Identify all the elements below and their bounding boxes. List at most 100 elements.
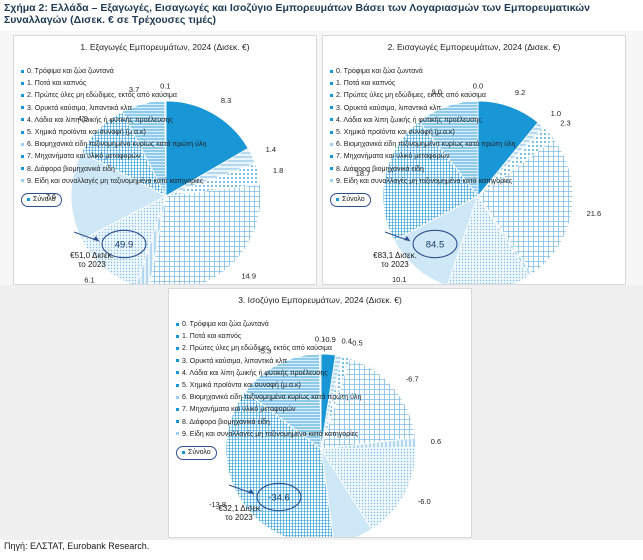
legend-item-9: 9. Είδη και συναλλαγές μη ταξινομημένα κ… — [330, 176, 515, 188]
legend-item-7: 7. Μηχανήματα και υλικό μεταφορών — [176, 404, 361, 416]
slice-value-label-5: -6.0 — [418, 497, 431, 506]
legend-label: 7. Μηχανήματα και υλικό μεταφορών — [182, 406, 296, 414]
pie-slice-7 — [225, 391, 334, 537]
slice-value-label-3: 21.6 — [587, 209, 602, 218]
total-ring — [412, 229, 458, 259]
balance-legend: 0. Τρόφιμα και ζώα ζωντανά 1. Ποτά και κα… — [176, 319, 361, 461]
exports-pie-chart: 8.31.41.814.91.16.17.64.93.70.149.9 — [46, 82, 283, 284]
legend-label: 9. Είδη και συναλλαγές μη ταξινομημένα κ… — [27, 177, 204, 185]
pie-slice-7 — [382, 120, 479, 242]
pie-slices — [225, 353, 417, 537]
legend-item-2: 2. Πρώτες ύλες μη εδώδιμες, εκτός από κα… — [21, 90, 206, 102]
balance-pie-chart: -0.90.4-0.5-6.70.6-6.0-2.5-13.8-5.30.1-3… — [209, 335, 441, 537]
legend-label: 2. Πρώτες ύλες μη εδώδιμες, εκτός από κα… — [336, 92, 486, 100]
exports-chart-title: 1. Εξαγωγές Εμπορευμάτων, 2024 (Δισεκ. €… — [80, 42, 250, 52]
legend-swatch — [27, 197, 30, 201]
imports-chart-panel: 2. Εισαγωγές Εμπορευμάτων, 2024 (Δισεκ. … — [322, 35, 626, 285]
legend-label: 0. Τρόφιμα και ζώα ζωντανά — [182, 321, 269, 328]
legend-item-6: 6. Βιομηχανικά είδη ταξινομημένα κυρίως … — [21, 139, 206, 151]
legend-item-4: 4. Λάδια και λίπη ζωικής ή φυτικής προέλ… — [330, 115, 515, 127]
legend-swatch — [330, 179, 333, 183]
legend-swatch — [330, 130, 333, 134]
pie-slice-6 — [70, 151, 167, 241]
slice-value-label-1: 1.0 — [551, 109, 561, 118]
legend-item-0: 0. Τρόφιμα και ζώα ζωντανά — [176, 319, 361, 331]
legend-swatch — [330, 167, 333, 171]
pie-slice-0 — [165, 100, 249, 197]
total-arrow-head — [404, 236, 410, 241]
legend-swatch — [21, 106, 24, 110]
slice-value-label-9: 0.0 — [473, 82, 483, 91]
slice-value-label-0: -0.9 — [323, 335, 336, 344]
figure-title: Σχήμα 2: Ελλάδα – Εξαγωγές, Εισαγωγές κα… — [4, 2, 590, 26]
legend-swatch — [176, 322, 179, 326]
legend-label: 5. Χημικά προϊόντα και συναφή (μ.α.κ) — [27, 128, 146, 136]
legend-item-7: 7. Μηχανήματα και υλικό μεταφορών — [21, 151, 206, 163]
legend-label: 0. Τρόφιμα και ζώα ζωντανά — [27, 68, 114, 75]
legend-item-total: Σύνολο — [21, 192, 62, 208]
imports-total-note: €83,1 Δισεκ. το 2023 — [355, 251, 435, 269]
legend-label: 4. Λάδια και λίπη ζωικής ή φυτικής προέλ… — [336, 116, 482, 124]
slice-value-label-8: 9.0 — [431, 88, 441, 97]
legend-swatch — [176, 347, 179, 351]
legend-swatch — [176, 432, 179, 436]
legend-label: 9. Είδη και συναλλαγές μη ταξινομημένα κ… — [182, 430, 359, 438]
pie-slice-9 — [318, 353, 322, 450]
legend-item-7: 7. Μηχανήματα και υλικό μεταφορών — [330, 151, 515, 163]
legend-swatch — [182, 450, 185, 454]
legend-swatch — [21, 154, 24, 158]
slice-value-label-8: -5.3 — [258, 346, 271, 355]
slice-value-label-0: 8.3 — [221, 96, 231, 105]
legend-swatch — [330, 69, 333, 73]
legend-item-total: Σύνολο — [330, 192, 371, 208]
slice-value-label-3: -6.7 — [406, 374, 419, 383]
legend-label: Σύνολο — [33, 195, 56, 203]
slice-value-label-6: 7.6 — [46, 192, 56, 201]
legend-label: 2. Πρώτες ύλες μη εδώδιμες, εκτός από κα… — [27, 92, 177, 100]
legend-swatch — [176, 334, 179, 338]
legend-item-3: 3. Ορυκτά καύσιμα, λιπαντικά κλπ — [176, 356, 361, 368]
legend-swatch — [21, 118, 24, 122]
slice-value-label-8: 3.7 — [129, 85, 139, 94]
total-value-label: 49.9 — [115, 240, 134, 251]
slice-value-label-5: 6.1 — [84, 275, 94, 284]
pie-slice-6 — [320, 448, 373, 537]
total-note-line2: το 2023 — [381, 260, 409, 269]
legend-label: 3. Ορυκτά καύσιμα, λιπαντικά κλπ — [336, 104, 442, 112]
slice-value-label-1: 0.4 — [342, 336, 352, 345]
slice-value-label-4: 0.5 — [539, 283, 549, 284]
legend-label: Σύνολο — [342, 195, 365, 203]
legend-swatch — [330, 118, 333, 122]
slice-value-label-7: -13.8 — [209, 500, 226, 509]
pie-slice-8 — [244, 353, 322, 450]
legend-label: 6. Βιομηχανικά είδη ταξινομημένα κυρίως … — [27, 141, 207, 149]
legend-swatch — [176, 420, 179, 424]
slice-value-label-2: -0.5 — [350, 338, 363, 347]
balance-chart-panel: 3. Ισοζύγιο Εμπορευμάτων, 2024 (Δισεκ. €… — [168, 288, 472, 538]
legend-item-0: 0. Τρόφιμα και ζώα ζωντανά — [330, 66, 515, 78]
slice-value-label-7: 4.9 — [78, 114, 88, 123]
legend-item-2: 2. Πρώτες ύλες μη εδώδιμες, εκτός από κα… — [176, 343, 361, 355]
imports-chart-title: 2. Εισαγωγές Εμπορευμάτων, 2024 (Δισεκ. … — [387, 42, 561, 52]
slice-value-label-9: 0.1 — [160, 82, 170, 91]
legend-label: 1. Ποτά και καπνός — [182, 333, 242, 341]
legend-item-8: 8. Διάφορα βιομηχανικά είδη — [330, 164, 515, 176]
legend-swatch — [21, 179, 24, 183]
legend-item-4: 4. Λάδια και λίπη ζωικής ή φυτικής προέλ… — [21, 115, 206, 127]
legend-item-6: 6. Βιομηχανικά είδη ταξινομημένα κυρίως … — [176, 392, 361, 404]
legend-item-2: 2. Πρώτες ύλες μη εδώδιμες, εκτός από κα… — [330, 90, 515, 102]
legend-swatch — [21, 81, 24, 85]
legend-label: 4. Λάδια και λίπη ζωικής ή φυτικής προέλ… — [182, 369, 328, 377]
total-note-line2: το 2023 — [78, 260, 106, 269]
total-note-line2: το 2023 — [225, 513, 253, 522]
exports-total-note: €51,0 Δισεκ. το 2023 — [52, 251, 132, 269]
legend-label: 8. Διάφορα βιομηχανικά είδη — [182, 418, 270, 426]
legend-label: 4. Λάδια και λίπη ζωικής ή φυτικής προέλ… — [27, 116, 173, 124]
legend-item-1: 1. Ποτά και καπνός — [330, 78, 515, 90]
legend-item-6: 6. Βιομηχανικά είδη ταξινομημένα κυρίως … — [330, 139, 515, 151]
legend-swatch — [330, 154, 333, 158]
legend-swatch — [21, 167, 24, 171]
balance-chart-title: 3. Ισοζύγιο Εμπορευμάτων, 2024 (Δισεκ. €… — [238, 295, 402, 305]
slice-value-label-7: 18.7 — [356, 169, 371, 178]
legend-label: 9. Είδη και συναλλαγές μη ταξινομημένα κ… — [336, 177, 513, 185]
